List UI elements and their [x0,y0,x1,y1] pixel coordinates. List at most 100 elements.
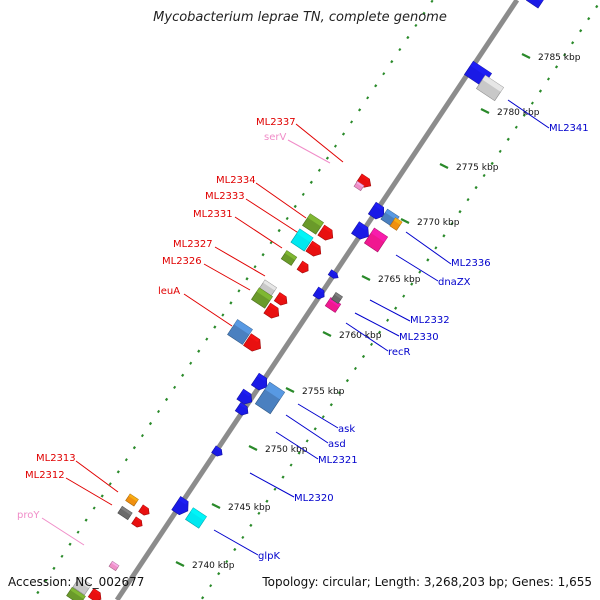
gene-ml2332[interactable] [327,269,340,281]
gene-bottom-red[interactable] [87,588,104,600]
gene-ml2326[interactable] [251,287,273,309]
ruler-dot [92,506,96,510]
gene-ml2321[interactable] [236,388,255,407]
gene-label[interactable]: ML2312 [25,470,65,481]
label-connector [203,263,251,291]
ruler-dot [217,571,221,576]
gene-bottom-green[interactable] [66,586,86,600]
gene-label[interactable]: ML2334 [216,175,256,186]
gene-ml2330[interactable] [312,286,327,301]
gene-label[interactable]: leuA [158,286,180,297]
gene-ml2313b[interactable] [138,504,152,517]
gene-label[interactable]: dnaZX [438,277,471,288]
scale-tick-label: 2775 kbp [456,163,499,173]
gene-ml2327[interactable] [258,279,278,297]
gene-ml2341b[interactable] [475,74,505,102]
gene-ml2333b[interactable] [305,240,324,259]
ruler-dot [44,578,48,583]
gene-label[interactable]: glpK [258,551,280,562]
ruler-dot [309,180,313,184]
ruler-dot [301,192,305,196]
gene-label[interactable]: ML2331 [193,209,233,220]
gene-ml2312[interactable] [117,505,133,521]
ruler-dot [345,378,350,383]
gene-ml2326b[interactable] [273,292,290,308]
scale-tick-mark [211,503,221,509]
ruler-dot [289,463,293,467]
gene-label[interactable]: ML2337 [256,117,296,128]
ruler-dot [209,584,213,588]
gene-label[interactable]: ML2333 [205,191,245,202]
scale-tick-mark [480,108,490,114]
gene-ml2334b[interactable] [317,224,336,243]
gene-recr[interactable] [331,292,343,304]
gene-ml2336c[interactable] [389,217,403,231]
ruler-dot [148,421,153,426]
gene-ml2321b[interactable] [234,402,251,418]
gene-label[interactable]: ML2320 [294,493,334,504]
gene-glpkb[interactable] [185,507,207,529]
gene-label[interactable]: proY [17,510,40,521]
gene-label[interactable]: serV [264,132,286,143]
gene-label[interactable]: asd [328,439,346,450]
gene-ml2331b[interactable] [296,260,311,275]
gene-serv[interactable] [353,180,365,192]
gene-ml2326c[interactable] [263,302,282,321]
scale-tick-label: 2750 kbp [265,445,308,455]
ruler-dot [36,590,40,595]
gene-label[interactable]: ML2336 [451,258,491,269]
gene-ml2333[interactable] [290,228,314,252]
label-connector [295,123,344,163]
ruler-dot [233,547,237,552]
gene-label[interactable]: ML2341 [549,123,589,134]
ruler-dot [466,198,470,202]
topology-text: Topology: circular; Length: 3,268,203 bp… [262,575,592,589]
ruler-dot [506,137,510,141]
ruler-dot [281,475,285,479]
gene-ml2334[interactable] [302,213,324,235]
label-connector [405,231,452,265]
scale-tick-label: 2785 kbp [538,53,581,63]
ruler-dot [458,210,462,214]
label-connector [297,403,339,429]
ruler-dot [430,0,434,3]
gene-label[interactable]: ML2332 [410,315,450,326]
ruler-dot [329,403,333,407]
gene-dnazx[interactable] [351,221,372,243]
gene-label[interactable]: recR [388,347,411,358]
gene-label[interactable]: ML2326 [162,256,202,267]
gene-leuab[interactable] [243,333,264,355]
gene-top-blue[interactable] [525,0,545,9]
gene-label[interactable]: ask [338,424,355,435]
gene-ml2313[interactable] [125,493,139,507]
ruler-dot [498,149,502,153]
gene-label[interactable]: ML2321 [318,455,358,466]
scale-tick-label: 2740 kbp [192,561,235,571]
gene-proy[interactable] [108,560,120,572]
gene-ml2331[interactable] [280,250,298,266]
ruler-dot [124,458,128,462]
ruler-dot [237,289,241,293]
label-connector [354,312,400,337]
gene-ask[interactable] [250,372,270,392]
ruler-dot [350,120,354,124]
ruler-dot [241,535,245,540]
label-connector [234,216,283,249]
label-connector [75,460,119,493]
label-connector [255,182,307,219]
gene-dnazxb[interactable] [363,227,389,253]
gene-ml2336[interactable] [367,201,387,221]
ruler-dot [140,434,144,438]
gene-label[interactable]: ML2327 [173,239,213,250]
gene-label[interactable]: ML2313 [36,453,76,464]
gene-asd[interactable] [254,381,286,415]
gene-label[interactable]: ML2330 [399,332,439,343]
gene-bottom-gray[interactable] [72,576,92,596]
gene-glpk[interactable] [171,496,193,517]
gene-ml2320[interactable] [211,445,225,458]
gene-ml2312b[interactable] [131,516,145,529]
ruler-dot [414,23,418,28]
gene-leua[interactable] [227,319,253,345]
ruler-dot [374,84,378,88]
